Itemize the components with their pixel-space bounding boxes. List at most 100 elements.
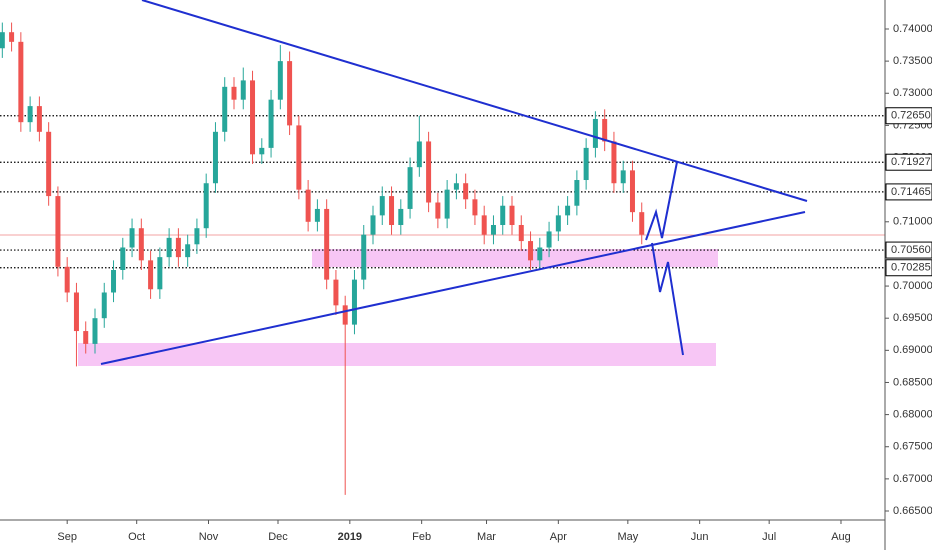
candle-body <box>212 131 218 184</box>
level-label: 0.71465 <box>891 186 931 198</box>
x-tick-label: Feb <box>412 531 431 543</box>
candle-body <box>250 80 256 155</box>
demand-zone <box>312 249 718 267</box>
candle-body <box>138 228 144 261</box>
candle-body <box>472 199 478 216</box>
candle-body <box>36 106 42 132</box>
candle-body <box>185 244 191 258</box>
x-tick-label: Jun <box>691 531 709 543</box>
y-tick-label: 0.69500 <box>893 312 932 324</box>
candle-body <box>379 196 385 216</box>
candle-body <box>240 80 246 100</box>
level-label: 0.70285 <box>891 262 931 274</box>
candle-body <box>546 231 552 248</box>
candle-body <box>231 86 237 100</box>
candle-body <box>583 147 589 181</box>
candle-body <box>73 292 79 332</box>
candle-body <box>175 237 181 258</box>
candle-body <box>361 234 367 280</box>
candle-body <box>287 61 293 126</box>
candle-body <box>194 228 200 245</box>
candle-body <box>444 189 450 219</box>
candle-body <box>518 225 524 242</box>
x-tick-label: Apr <box>550 531 567 543</box>
y-tick-label: 0.70000 <box>893 280 932 292</box>
candle-body <box>18 41 24 123</box>
x-tick-label: Oct <box>128 531 145 543</box>
candle-body <box>111 269 117 293</box>
level-label-box <box>885 183 932 201</box>
candle-body <box>398 208 404 226</box>
candle-body <box>407 167 413 209</box>
candle-body <box>324 208 330 280</box>
candle-body <box>222 86 228 132</box>
candle-body <box>101 292 107 319</box>
level-label: 0.70560 <box>891 244 931 256</box>
candle-body <box>203 183 209 229</box>
level-label: 0.71927 <box>891 156 931 168</box>
candle-body <box>157 257 163 290</box>
x-tick-label: May <box>617 531 638 543</box>
x-tick-label: Mar <box>477 531 496 543</box>
candle-body <box>27 106 33 123</box>
candle-body <box>509 205 515 226</box>
candle-body <box>481 215 487 235</box>
candle-body <box>83 331 89 344</box>
candle-body <box>0 32 5 49</box>
candle-body <box>555 215 561 232</box>
candle-body <box>351 279 357 325</box>
candle-body <box>129 228 135 248</box>
candle-body <box>620 170 626 184</box>
candle-body <box>259 147 265 155</box>
y-tick-label: 0.67000 <box>893 473 932 485</box>
candle-body <box>426 141 432 203</box>
candle-body <box>528 241 534 261</box>
candle-body <box>277 61 283 100</box>
y-tick-label: 0.69000 <box>893 344 932 356</box>
candle-body <box>574 180 580 206</box>
candle-body <box>490 225 496 235</box>
candle-body <box>46 131 52 197</box>
candle-body <box>296 125 302 190</box>
y-tick-label: 0.73000 <box>893 87 932 99</box>
level-label-box <box>885 259 932 277</box>
level-label: 0.72650 <box>891 110 931 122</box>
candle-body <box>9 32 15 42</box>
x-tick-label: Sep <box>57 531 77 543</box>
y-tick-label: 0.74000 <box>893 23 932 35</box>
candle-body <box>342 305 348 325</box>
candle-body <box>565 205 571 216</box>
candle-body <box>314 208 320 222</box>
candle-body <box>166 237 172 258</box>
y-tick-label: 0.73500 <box>893 55 932 67</box>
demand-zone <box>78 343 716 366</box>
candle-body <box>500 205 506 226</box>
candle-body <box>333 279 339 306</box>
candle-body <box>602 118 608 142</box>
trend-line <box>100 211 806 365</box>
level-label-box <box>885 153 932 171</box>
level-label-box <box>885 241 932 259</box>
y-tick-label: 0.66500 <box>893 505 932 517</box>
x-tick-label: Dec <box>268 531 288 543</box>
projection-arrow <box>645 161 678 241</box>
candle-body <box>389 196 395 226</box>
candle-body <box>592 118 598 148</box>
candle-body <box>463 183 469 200</box>
candle-body <box>611 141 617 184</box>
candle-body <box>537 247 543 261</box>
candle-body <box>629 170 635 213</box>
candle-body <box>55 196 61 267</box>
y-tick-label: 0.67500 <box>893 441 932 453</box>
candle-body <box>148 260 154 290</box>
x-tick-label: 2019 <box>338 531 362 543</box>
candle-body <box>305 189 311 222</box>
x-tick-label: Aug <box>831 531 851 543</box>
candle-body <box>92 318 98 344</box>
candle-body <box>268 99 274 148</box>
candle-body <box>639 212 645 235</box>
y-tick-label: 0.71000 <box>893 216 932 228</box>
y-tick-label: 0.68000 <box>893 409 932 421</box>
